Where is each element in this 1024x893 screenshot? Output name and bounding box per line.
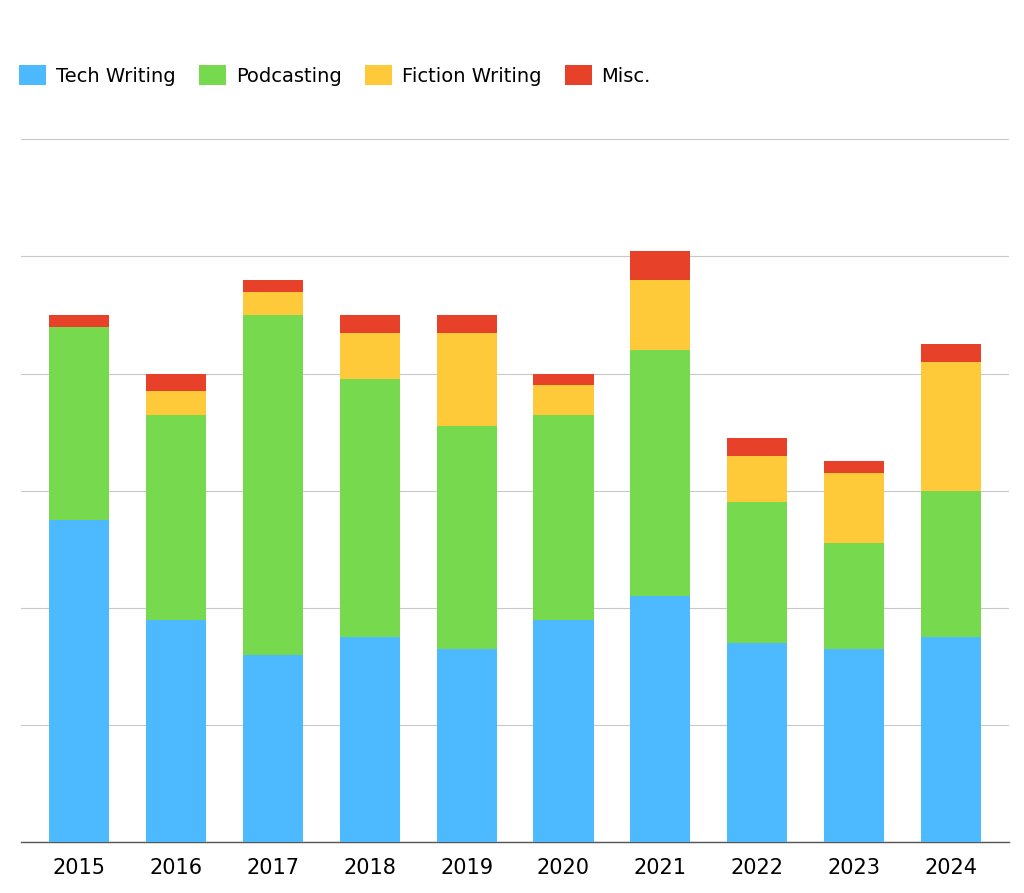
Legend: Tech Writing, Podcasting, Fiction Writing, Misc.: Tech Writing, Podcasting, Fiction Writin… xyxy=(11,58,658,94)
Bar xyxy=(243,292,303,315)
Bar xyxy=(340,637,399,842)
Bar xyxy=(824,543,884,649)
Bar xyxy=(921,490,981,637)
Bar xyxy=(243,315,303,655)
Bar xyxy=(146,414,206,620)
Bar xyxy=(436,426,497,649)
Bar xyxy=(534,373,594,385)
Bar xyxy=(49,520,110,842)
Bar xyxy=(49,315,110,327)
Bar xyxy=(534,414,594,620)
Bar xyxy=(727,643,787,842)
Bar xyxy=(243,280,303,292)
Bar xyxy=(921,637,981,842)
Bar xyxy=(146,391,206,414)
Bar xyxy=(146,620,206,842)
Bar xyxy=(340,315,399,332)
Bar xyxy=(340,332,399,380)
Bar xyxy=(824,473,884,543)
Bar xyxy=(631,251,690,280)
Bar xyxy=(824,649,884,842)
Bar xyxy=(436,315,497,332)
Bar xyxy=(921,345,981,362)
Bar xyxy=(631,280,690,350)
Bar xyxy=(146,373,206,391)
Bar xyxy=(631,350,690,597)
Bar xyxy=(727,438,787,455)
Bar xyxy=(534,620,594,842)
Bar xyxy=(824,462,884,473)
Bar xyxy=(340,380,399,637)
Bar xyxy=(921,362,981,490)
Bar xyxy=(49,327,110,520)
Bar xyxy=(243,655,303,842)
Bar xyxy=(436,332,497,426)
Bar xyxy=(631,597,690,842)
Bar xyxy=(727,455,787,503)
Bar xyxy=(534,385,594,414)
Bar xyxy=(436,649,497,842)
Bar xyxy=(727,503,787,643)
